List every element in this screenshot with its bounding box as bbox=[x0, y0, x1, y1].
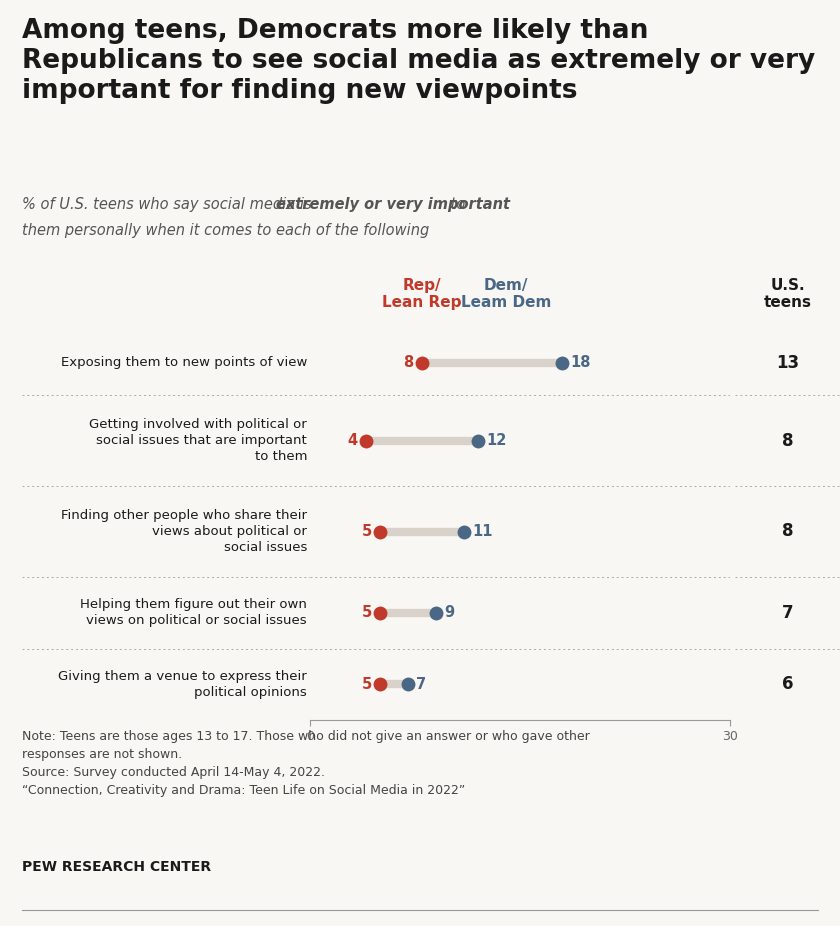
Text: extremely or very important: extremely or very important bbox=[276, 197, 510, 212]
Text: U.S.
teens: U.S. teens bbox=[764, 278, 811, 310]
Text: Getting involved with political or
social issues that are important
to them: Getting involved with political or socia… bbox=[89, 418, 307, 463]
Text: 4: 4 bbox=[348, 433, 358, 448]
Text: 13: 13 bbox=[776, 354, 799, 371]
Text: Dem/
Leam Dem: Dem/ Leam Dem bbox=[461, 278, 551, 310]
Text: 5: 5 bbox=[361, 524, 371, 539]
Text: 18: 18 bbox=[570, 355, 591, 370]
Text: 6: 6 bbox=[782, 675, 793, 694]
Text: 8: 8 bbox=[782, 432, 793, 449]
Text: 8: 8 bbox=[782, 522, 793, 541]
Text: Note: Teens are those ages 13 to 17. Those who did not give an answer or who gav: Note: Teens are those ages 13 to 17. Tho… bbox=[22, 730, 590, 797]
Text: % of U.S. teens who say social media is: % of U.S. teens who say social media is bbox=[22, 197, 316, 212]
Text: Finding other people who share their
views about political or
social issues: Finding other people who share their vie… bbox=[61, 509, 307, 554]
Text: 5: 5 bbox=[361, 606, 371, 620]
Text: to: to bbox=[446, 197, 465, 212]
Text: Giving them a venue to express their
political opinions: Giving them a venue to express their pol… bbox=[58, 669, 307, 699]
Text: 12: 12 bbox=[486, 433, 507, 448]
Text: Helping them figure out their own
views on political or social issues: Helping them figure out their own views … bbox=[81, 598, 307, 627]
Text: them personally when it comes to each of the following: them personally when it comes to each of… bbox=[22, 223, 429, 238]
Text: Exposing them to new points of view: Exposing them to new points of view bbox=[60, 356, 307, 369]
Text: 9: 9 bbox=[444, 606, 454, 620]
Text: 8: 8 bbox=[403, 355, 413, 370]
Text: 7: 7 bbox=[782, 604, 793, 621]
Text: 7: 7 bbox=[417, 677, 427, 692]
Text: Among teens, Democrats more likely than
Republicans to see social media as extre: Among teens, Democrats more likely than … bbox=[22, 18, 816, 104]
Text: Rep/
Lean Rep: Rep/ Lean Rep bbox=[382, 278, 462, 310]
Text: 5: 5 bbox=[361, 677, 371, 692]
Text: 11: 11 bbox=[472, 524, 493, 539]
Text: PEW RESEARCH CENTER: PEW RESEARCH CENTER bbox=[22, 860, 211, 874]
